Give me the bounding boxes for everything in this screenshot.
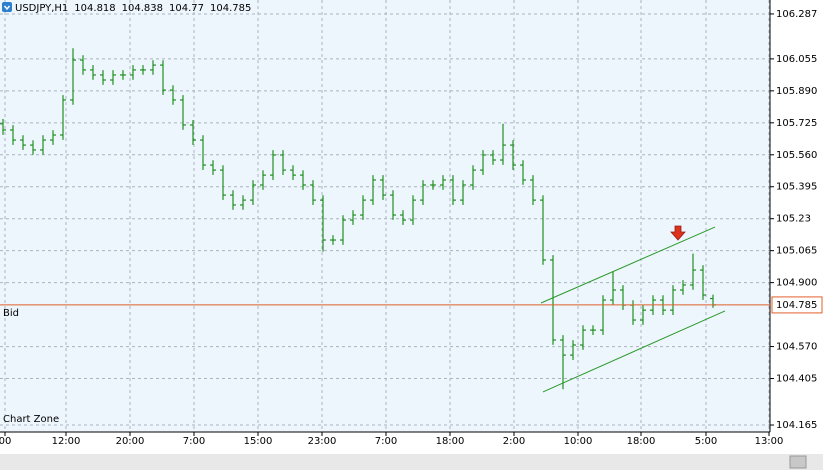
grid: [0, 0, 770, 432]
high-value: 104.838: [122, 3, 163, 14]
y-tick-label: 106.055: [776, 54, 817, 65]
y-tick-label: 105.23: [776, 214, 811, 225]
x-tick-label: 7:00: [183, 436, 205, 447]
x-tick-label: 13:00: [755, 436, 784, 447]
y-tick-label: 105.890: [776, 86, 817, 97]
symbol-icon[interactable]: [2, 2, 12, 12]
x-tick-label: 20:00: [116, 436, 145, 447]
trend-line: [540, 226, 716, 304]
y-tick-label: 104.165: [776, 420, 817, 431]
y-tick-label: 105.065: [776, 246, 817, 257]
chart-zone-label: Chart Zone: [3, 414, 59, 425]
icon-arrow: [3, 5, 11, 11]
y-tick-label: 104.405: [776, 374, 817, 385]
x-tick-label: 10:00: [564, 436, 593, 447]
x-tick-label: 18:00: [627, 436, 656, 447]
x-tick-label: 15:00: [244, 436, 273, 447]
x-tick-label: 18:00: [436, 436, 465, 447]
symbol: USDJPY,H1: [15, 3, 68, 14]
y-tick-label: 105.725: [776, 118, 817, 129]
marks: [0, 48, 716, 390]
bid-price: 104.785: [776, 300, 817, 311]
plot-area: [0, 0, 770, 432]
y-tick-label: 106.287: [776, 9, 817, 20]
open-value: 104.818: [74, 3, 115, 14]
scrollbar[interactable]: [0, 454, 823, 470]
low-value: 104.77: [169, 3, 204, 14]
y-tick-label: 105.560: [776, 150, 817, 161]
x-tick-label: 12:00: [52, 436, 81, 447]
header-text: USDJPY,H1 104.818 104.838 104.77 104.785: [15, 3, 251, 14]
y-tick-label: 105.395: [776, 182, 817, 193]
x-tick-label: 7:00: [375, 436, 397, 447]
x-tick-label: 5:00: [695, 436, 717, 447]
trend-line: [542, 310, 726, 393]
bid-price-box: [771, 296, 823, 314]
x-tick-label: 00: [0, 436, 11, 447]
x-tick-label: 2:00: [503, 436, 525, 447]
scroll-thumb[interactable]: [789, 455, 807, 469]
x-tick-label: 23:00: [308, 436, 337, 447]
close-value: 104.785: [210, 3, 251, 14]
y-tick-label: 104.570: [776, 342, 817, 353]
sell-arrow: [670, 225, 686, 241]
y-tick-label: 104.900: [776, 278, 817, 289]
bid-label: Bid: [3, 308, 19, 319]
